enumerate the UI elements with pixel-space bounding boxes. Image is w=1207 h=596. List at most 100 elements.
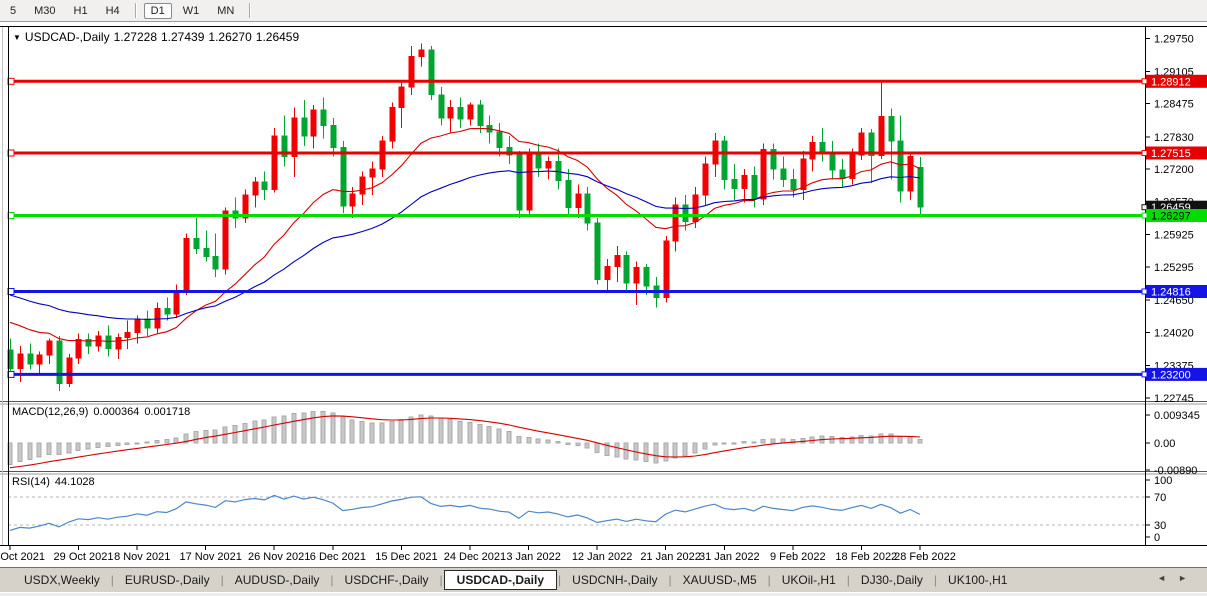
macd-bar <box>584 442 590 449</box>
macd-bar <box>359 421 365 444</box>
candle-body <box>643 267 650 287</box>
timeframe-button-h1[interactable]: H1 <box>73 4 88 17</box>
rsi-axis-label: 100 <box>1154 475 1172 487</box>
hline-badge-1.28912: 1.28912 <box>1141 74 1207 88</box>
rsi-name: RSI(14) <box>12 476 50 488</box>
candle-body <box>222 210 229 270</box>
macd-bar <box>614 442 620 458</box>
macd-bar <box>291 413 297 444</box>
price-axis-label: 1.25925 <box>1154 230 1194 242</box>
tab-usdcad-daily[interactable]: USDCAD-,Daily <box>443 570 558 590</box>
candle-body <box>66 357 73 385</box>
tab-scroll-arrows[interactable]: ◄► <box>1157 573 1199 583</box>
macd-bar <box>506 431 512 444</box>
macd-bar <box>105 442 111 448</box>
hline-badge-1.26297-text: 1.26297 <box>1151 211 1191 223</box>
rsi-axis-label: 70 <box>1154 492 1166 504</box>
date-label: 17 Nov 2021 <box>180 551 242 563</box>
macd-bar <box>242 422 248 444</box>
tab-usdx-weekly[interactable]: USDX,Weekly <box>24 573 100 587</box>
hline-badge-1.28912-text: 1.28912 <box>1151 76 1191 88</box>
candle-body <box>672 204 679 242</box>
macd-bar <box>261 419 267 444</box>
candle-body <box>907 155 914 192</box>
candle-body <box>516 154 523 211</box>
candle-body <box>56 340 63 385</box>
price-axis: 1.297501.291051.284751.278301.272001.265… <box>1145 33 1200 544</box>
price-axis-label: 1.29750 <box>1154 33 1194 45</box>
macd-bar <box>643 442 649 462</box>
macd-bar <box>907 436 913 444</box>
candle-body <box>760 149 767 200</box>
timeframe-button-w1[interactable]: W1 <box>182 4 200 17</box>
tab-usdcnh-daily[interactable]: USDCNH-,Daily <box>572 573 658 587</box>
rsi-axis-label: 30 <box>1154 520 1166 532</box>
tab-uk100-h1[interactable]: UK100-,H1 <box>948 573 1008 587</box>
tab-separator: | <box>846 573 850 587</box>
macd-bar <box>486 426 492 444</box>
candle-body <box>594 222 601 280</box>
tab-xauusd-m5[interactable]: XAUUSD-,M5 <box>682 573 757 587</box>
hline-badge-1.24816-text: 1.24816 <box>1151 287 1191 299</box>
candle-body <box>428 49 435 96</box>
candle-body <box>281 135 288 157</box>
macd-bar <box>418 414 424 444</box>
symbol-tabbar: USDX,Weekly | EURUSD-,Daily | AUDUSD-,Daily |… <box>0 567 1207 592</box>
tab-eurusd-daily[interactable]: EURUSD-,Daily <box>124 573 210 587</box>
macd-bar <box>173 437 179 444</box>
price-axis-label: 1.22745 <box>1154 393 1194 405</box>
macd-bar <box>770 438 776 444</box>
macd-bar <box>27 442 33 460</box>
candle-body <box>438 94 445 119</box>
timeframe-button-mn[interactable]: MN <box>217 4 235 17</box>
tab-ukoil-h1[interactable]: UKOil-,H1 <box>781 573 836 587</box>
timeframe-button-h4[interactable]: H4 <box>105 4 120 17</box>
macd-bar <box>134 442 140 445</box>
date-label: 26 Nov 2021 <box>248 551 310 563</box>
macd-bar <box>604 442 610 456</box>
candle-body <box>584 193 591 224</box>
hline-badge-1.27515: 1.27515 <box>1141 146 1207 160</box>
candle-body <box>457 107 464 120</box>
candle-body <box>780 168 787 180</box>
candle-body <box>389 107 396 142</box>
macd-bar <box>526 436 532 444</box>
candlestick-series <box>7 43 924 391</box>
macd-axis-label: -0.00890 <box>1154 465 1197 477</box>
macd-bar <box>369 422 375 444</box>
tab-usdchf-daily[interactable]: USDCHF-,Daily <box>344 573 429 587</box>
candle-body <box>203 248 210 257</box>
macd-axis-label: 0.00 <box>1154 438 1175 450</box>
chevron-down-icon[interactable]: ▼ <box>13 33 21 42</box>
macd-bar <box>340 416 346 444</box>
quote-open: 1.27228 <box>113 30 157 44</box>
macd-bar <box>56 442 62 455</box>
candle-body <box>897 140 904 192</box>
date-label: 3 Jan 2022 <box>506 551 560 563</box>
macd-bar <box>379 422 385 444</box>
candle-body <box>359 176 366 195</box>
macd-bar <box>858 435 864 444</box>
candle-body <box>809 142 816 160</box>
candle-body <box>829 153 836 171</box>
tab-dj30-daily[interactable]: DJ30-,Daily <box>860 573 923 587</box>
candle-body <box>839 169 846 179</box>
date-label: 9 Feb 2022 <box>770 551 826 563</box>
timeframe-button-d1[interactable]: D1 <box>143 2 172 19</box>
candle-body <box>46 340 53 356</box>
macd-bar <box>232 425 238 444</box>
date-label: 15 Dec 2021 <box>375 551 437 563</box>
hline-badge-1.28912-pointer <box>1141 78 1148 85</box>
candle-body <box>575 193 582 209</box>
timeframe-button-5[interactable]: 5 <box>10 4 17 17</box>
macd-signal-line <box>9 415 921 469</box>
candle-body <box>115 337 122 350</box>
timeframe-button-m30[interactable]: M30 <box>34 4 56 17</box>
candle-body <box>349 193 356 207</box>
hline-badge-1.26297-pointer <box>1141 212 1148 219</box>
macd-bar <box>516 435 522 444</box>
tab-audusd-daily[interactable]: AUDUSD-,Daily <box>234 573 320 587</box>
candle-body <box>477 104 484 126</box>
